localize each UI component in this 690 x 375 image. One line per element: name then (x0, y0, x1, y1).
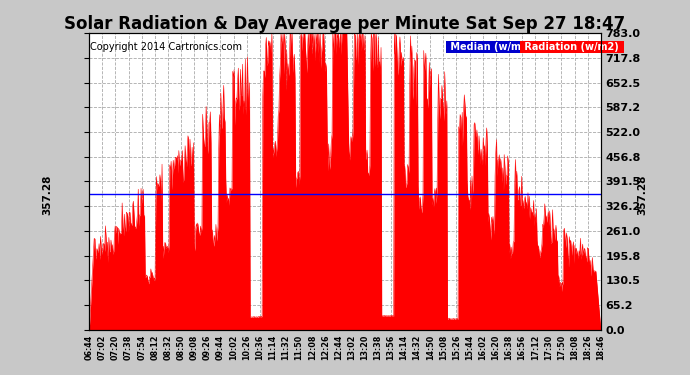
Text: 357.28: 357.28 (638, 174, 647, 214)
Text: Copyright 2014 Cartronics.com: Copyright 2014 Cartronics.com (90, 42, 242, 52)
Text: Median (w/m2): Median (w/m2) (447, 42, 536, 52)
Title: Solar Radiation & Day Average per Minute Sat Sep 27 18:47: Solar Radiation & Day Average per Minute… (64, 15, 626, 33)
Text: 357.28: 357.28 (43, 174, 52, 214)
Text: Radiation (w/m2): Radiation (w/m2) (522, 42, 622, 52)
